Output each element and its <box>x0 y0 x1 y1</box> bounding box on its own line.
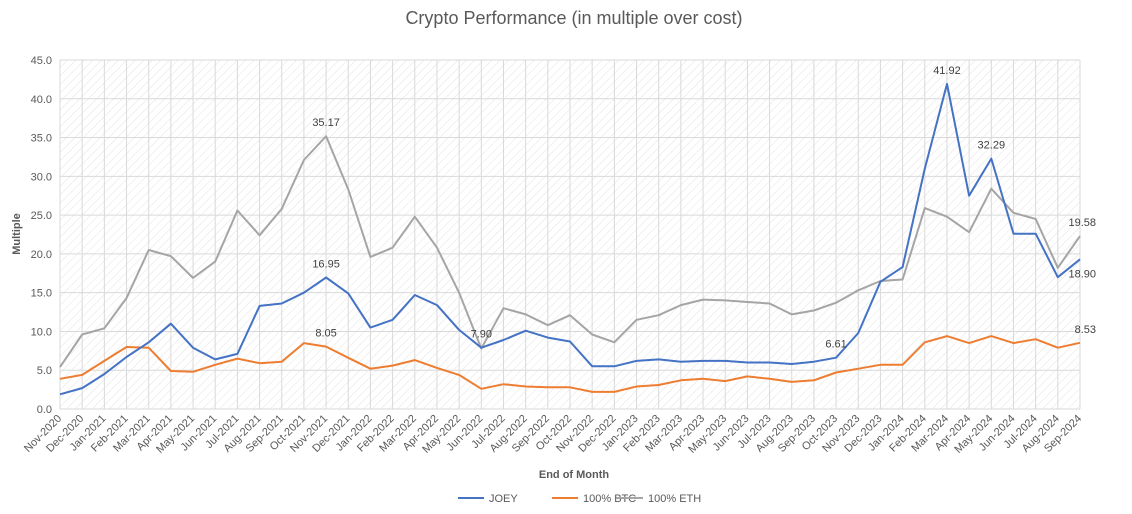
data-label: 6.61 <box>825 339 846 351</box>
y-tick-label: 15.0 <box>31 288 52 300</box>
legend-label: 100% BTC <box>583 493 636 505</box>
chart-title: Crypto Performance (in multiple over cos… <box>405 8 742 28</box>
data-label: 18.90 <box>1068 268 1096 280</box>
data-label: 16.95 <box>312 259 340 271</box>
data-label: 35.17 <box>312 117 340 129</box>
y-tick-label: 25.0 <box>31 210 52 222</box>
y-axis-title: Multiple <box>11 213 23 255</box>
legend-label: JOEY <box>489 493 518 505</box>
y-tick-label: 30.0 <box>31 171 52 183</box>
data-labels: 16.95 7.90 6.61 41.92 32.29 18.90 8.05 8.53 35.1… <box>312 65 1096 351</box>
gridlines <box>59 59 1081 410</box>
series-lines <box>59 82 1081 396</box>
data-label: 19.58 <box>1068 217 1096 229</box>
y-tick-label: 40.0 <box>31 94 52 106</box>
series-line-100-eth <box>59 135 1081 368</box>
y-tick-label: 35.0 <box>31 133 52 145</box>
y-tick-label: 0.0 <box>37 404 52 416</box>
legend: JOEY 100% BTC 100% ETH <box>458 493 701 505</box>
y-axis-ticks: 0.0 5.0 10.0 15.0 20.0 25.0 30.0 35.0 40.0 45.0 <box>31 55 52 416</box>
series-line-100-btc <box>59 335 1081 393</box>
x-axis-title: End of Month <box>539 469 610 481</box>
data-label: 41.92 <box>933 65 961 77</box>
data-label: 8.05 <box>315 328 336 340</box>
y-tick-label: 10.0 <box>31 326 52 338</box>
legend-label: 100% ETH <box>648 493 701 505</box>
data-label: 32.29 <box>978 140 1006 152</box>
y-tick-label: 45.0 <box>31 55 52 67</box>
data-label: 7.90 <box>471 329 492 341</box>
y-tick-label: 20.0 <box>31 249 52 261</box>
y-tick-label: 5.0 <box>37 365 52 377</box>
data-label: 8.53 <box>1075 324 1096 336</box>
x-axis-ticks: Nov-2020Dec-2020Jan-2021Feb-2021Mar-2021… <box>22 413 1084 456</box>
series-line-joey <box>59 82 1081 396</box>
